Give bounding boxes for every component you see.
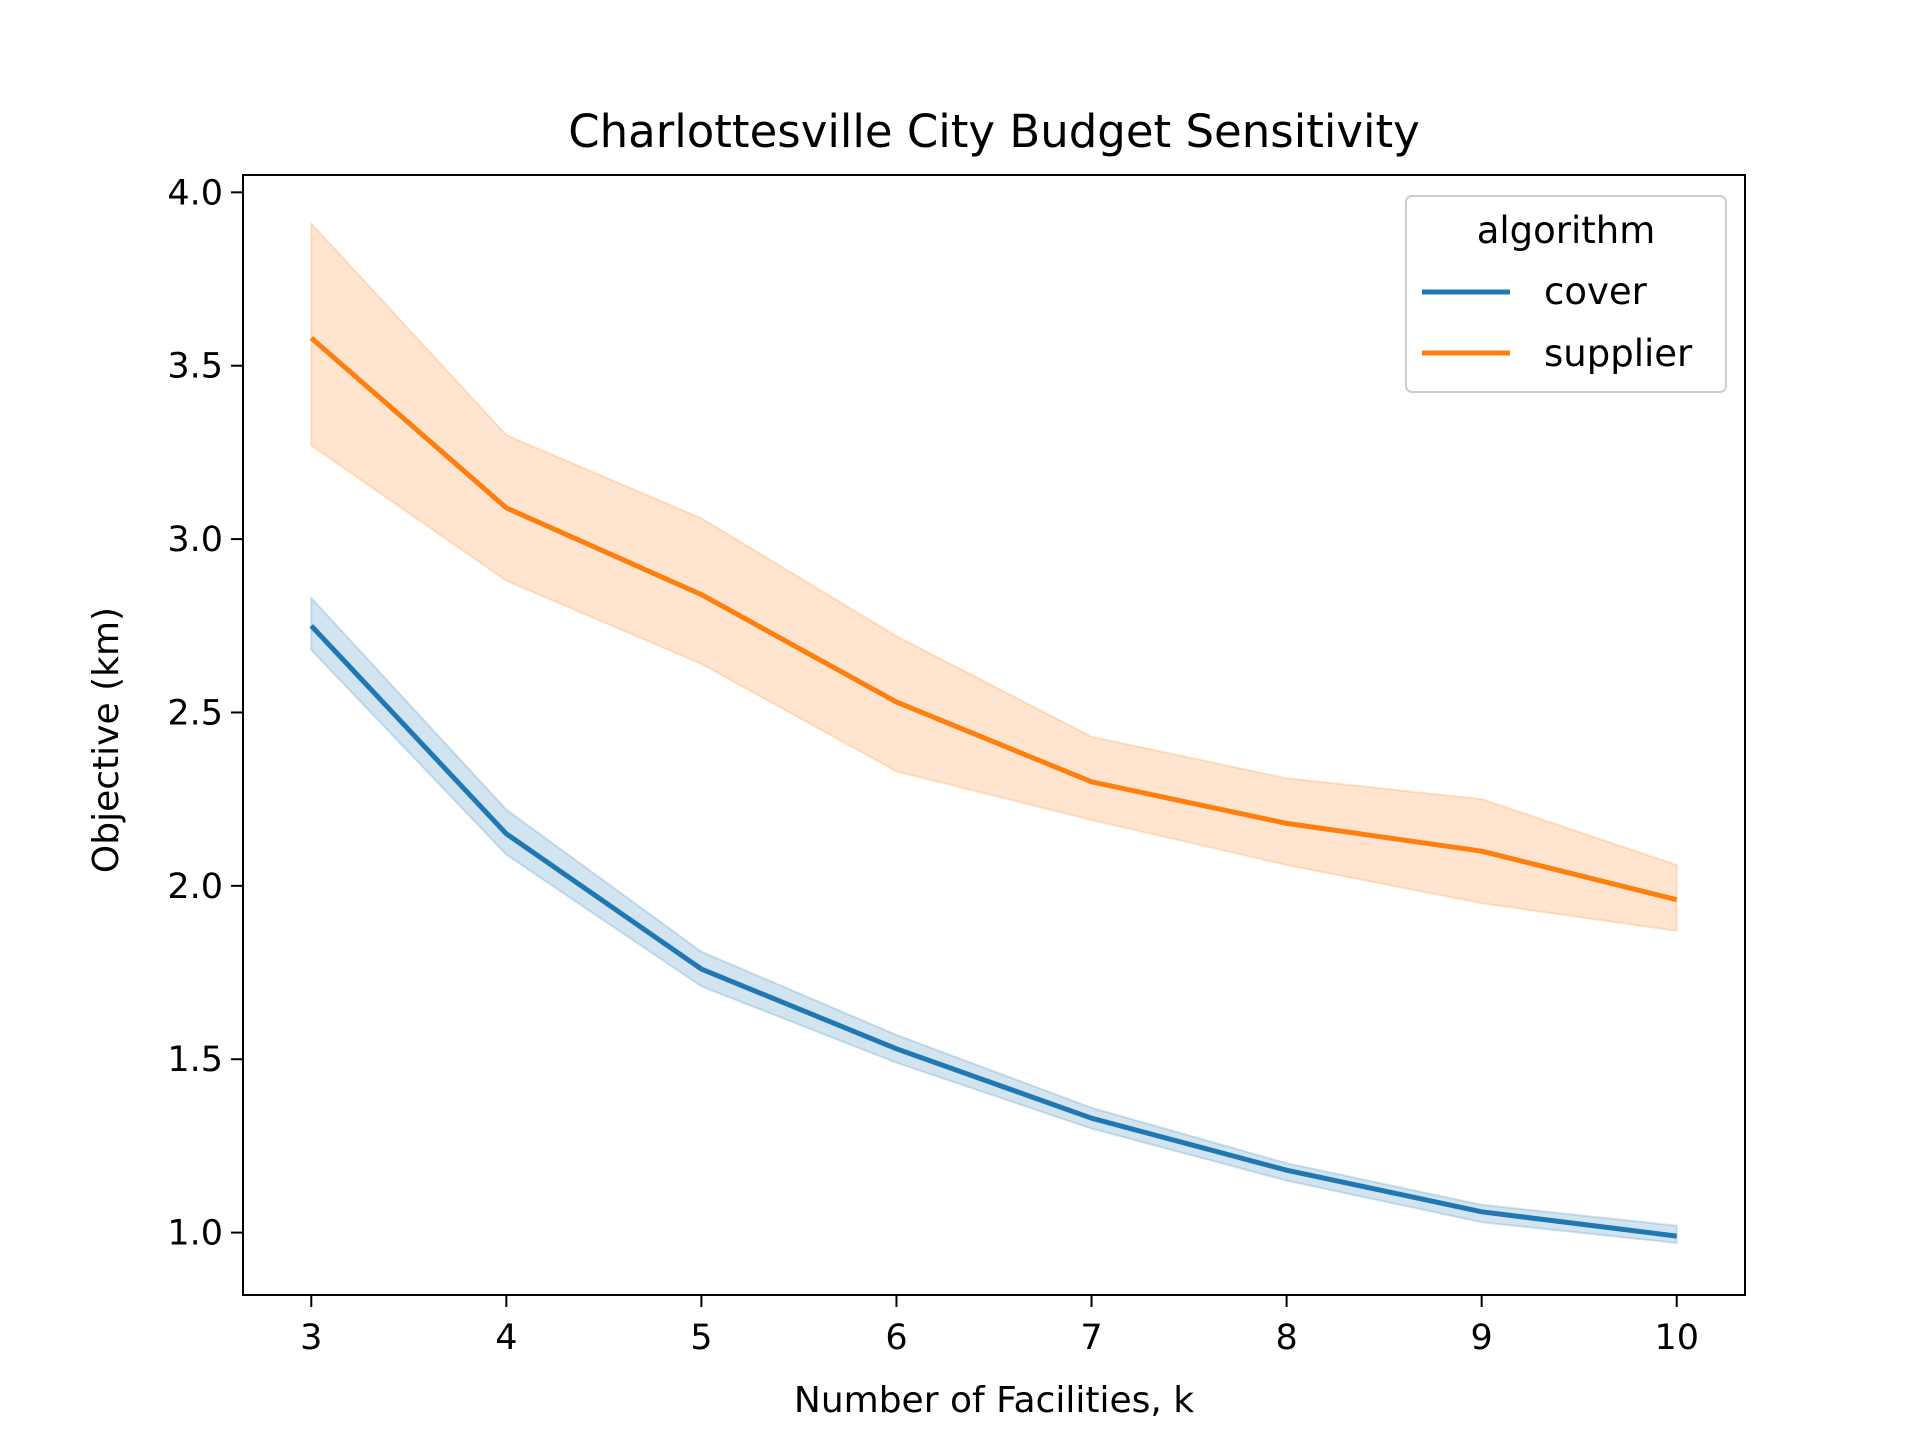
y-axis: 1.0 1.5 2.0 2.5 3.0 3.5 4.0 bbox=[167, 173, 243, 1254]
y-tick-label: 4.0 bbox=[167, 173, 223, 213]
x-tick-label: 5 bbox=[690, 1318, 712, 1358]
x-axis-label: Number of Facilities, k bbox=[794, 1380, 1194, 1421]
axes-frame bbox=[242, 174, 1746, 1296]
y-tick-label: 3.0 bbox=[167, 520, 223, 560]
y-tick-label: 3.5 bbox=[167, 347, 223, 387]
series-line-supplier bbox=[309, 336, 1678, 903]
legend-label-cover: cover bbox=[1544, 270, 1648, 313]
y-axis-label: Objective (km) bbox=[86, 607, 127, 873]
x-tick-label: 10 bbox=[1654, 1318, 1699, 1358]
confidence-band-supplier bbox=[310, 220, 1678, 933]
confidence-bands bbox=[310, 220, 1678, 1245]
y-tick-label: 1.5 bbox=[167, 1040, 223, 1080]
legend-box bbox=[1405, 195, 1727, 393]
x-tick-label: 4 bbox=[495, 1318, 517, 1358]
plot-area bbox=[242, 174, 1746, 1296]
x-axis: 3 4 5 6 7 8 9 10 bbox=[300, 1295, 1699, 1358]
chart-title: Charlottesville City Budget Sensitivity bbox=[568, 105, 1420, 158]
x-tick-label: 3 bbox=[300, 1318, 322, 1358]
legend: algorithm cover supplier bbox=[1405, 195, 1727, 393]
legend-label-supplier: supplier bbox=[1544, 332, 1693, 375]
y-tick-label: 2.5 bbox=[167, 693, 223, 733]
y-tick-label: 2.0 bbox=[167, 867, 223, 907]
x-tick-label: 9 bbox=[1471, 1318, 1493, 1358]
x-tick-label: 8 bbox=[1275, 1318, 1297, 1358]
legend-title: algorithm bbox=[1477, 209, 1656, 252]
x-tick-label: 6 bbox=[885, 1318, 907, 1358]
confidence-band-cover bbox=[310, 595, 1678, 1245]
series-lines bbox=[309, 336, 1678, 1239]
series-line-cover bbox=[309, 624, 1678, 1239]
x-tick-label: 7 bbox=[1080, 1318, 1102, 1358]
y-tick-label: 1.0 bbox=[167, 1214, 223, 1254]
